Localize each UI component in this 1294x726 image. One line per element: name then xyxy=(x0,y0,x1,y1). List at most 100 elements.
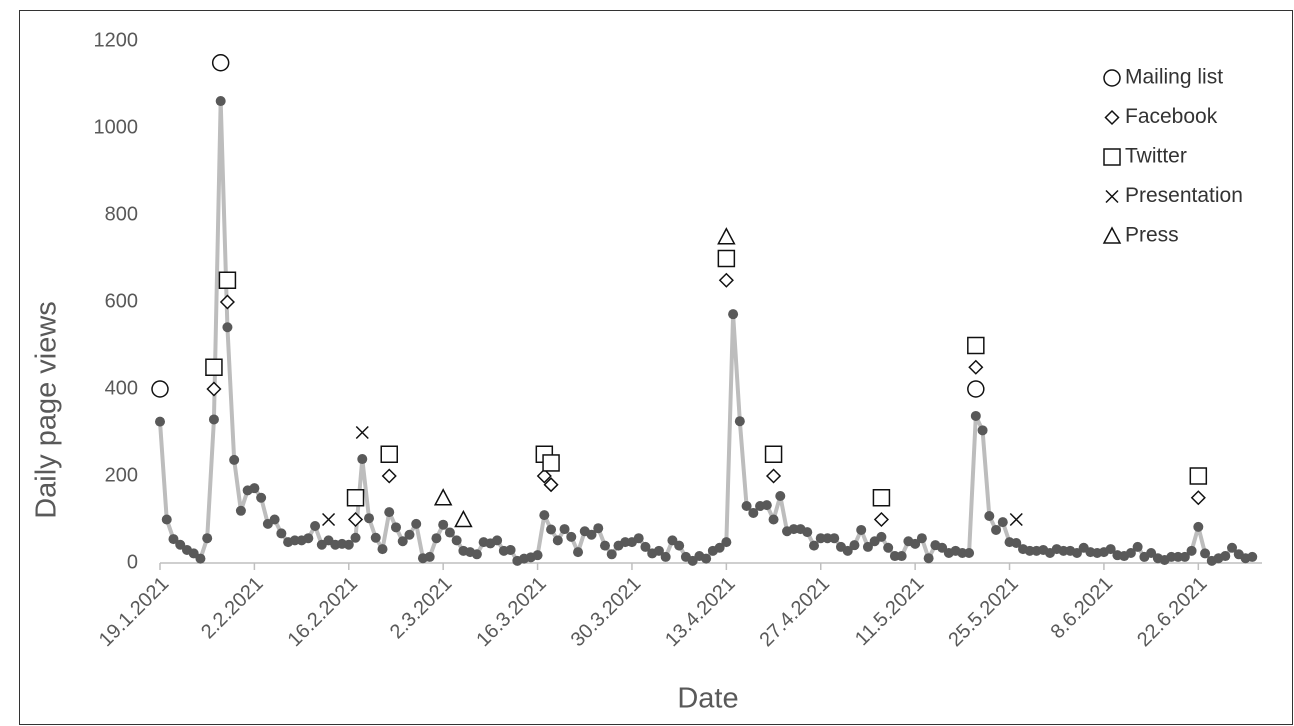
y-tick-label: 400 xyxy=(105,377,138,399)
legend-label: Presentation xyxy=(1125,184,1243,207)
legend-label: Mailing list xyxy=(1125,66,1223,89)
page-views-point xyxy=(384,507,395,518)
event-marker xyxy=(967,380,985,398)
event-marker xyxy=(211,54,230,72)
page-views-point xyxy=(1200,548,1211,559)
page-views-point xyxy=(175,539,186,550)
legend-marker xyxy=(1104,109,1120,126)
page-views-point xyxy=(573,547,584,558)
page-views-point xyxy=(977,425,988,436)
event-marker xyxy=(151,380,169,398)
page-views-point xyxy=(188,548,199,559)
page-views-point xyxy=(721,537,732,548)
event-marker xyxy=(967,336,985,355)
page-views-point xyxy=(411,518,422,529)
page-views-point xyxy=(1071,547,1082,558)
event-marker xyxy=(1190,490,1206,506)
y-tick-label: 200 xyxy=(105,464,138,486)
page-views-point xyxy=(809,540,820,551)
frame xyxy=(19,10,1293,725)
event-marker xyxy=(543,477,559,493)
y-tick-label: 1200 xyxy=(94,29,139,51)
page-views-point xyxy=(377,544,388,555)
y-tick-label: 0 xyxy=(127,551,138,573)
page-views-point xyxy=(701,553,712,564)
legend-marker xyxy=(1102,226,1122,244)
page-views-point xyxy=(593,523,604,534)
page-views-point xyxy=(748,507,759,518)
x-tick-label: 30.3.2021 xyxy=(567,573,645,651)
legend-label: Facebook xyxy=(1125,105,1218,128)
page-views-point xyxy=(552,535,563,546)
page-views-point xyxy=(633,533,644,544)
page-views-point xyxy=(269,514,280,525)
page-views-point xyxy=(256,492,267,503)
page-views-point xyxy=(876,531,887,542)
x-tick-label: 16.3.2021 xyxy=(472,573,550,651)
page-views-point xyxy=(640,541,651,552)
event-marker xyxy=(1189,467,1208,485)
x-tick-label: 19.1.2021 xyxy=(95,573,173,651)
page-views-point xyxy=(249,483,260,494)
page-views-point xyxy=(215,96,226,107)
x-tick-label: 2.2.2021 xyxy=(197,573,268,644)
event-marker xyxy=(765,468,782,484)
page-views-point xyxy=(161,514,172,525)
event-marker xyxy=(454,509,473,528)
event-marker xyxy=(542,454,560,472)
event-marker xyxy=(219,294,235,310)
page-views-point xyxy=(431,533,442,544)
y-tick-label: 1000 xyxy=(94,116,139,138)
page-views-point xyxy=(492,535,503,546)
page-views-point xyxy=(586,529,597,540)
page-views-point xyxy=(397,536,408,547)
page-views-point xyxy=(350,532,361,543)
event-marker xyxy=(218,271,237,289)
page-views-point xyxy=(276,528,287,539)
x-tick-label: 13.4.2021 xyxy=(661,573,739,651)
page-views-point xyxy=(667,535,678,546)
page-views-point xyxy=(768,514,779,525)
page-views-point xyxy=(546,524,557,535)
page-views-point xyxy=(539,510,550,521)
page-views-point xyxy=(444,527,455,538)
page-views-point xyxy=(1220,551,1231,562)
page-views-point xyxy=(728,309,739,320)
legend-marker xyxy=(1105,189,1119,204)
page-views-point xyxy=(310,521,321,532)
page-views-point xyxy=(991,524,1002,535)
event-marker xyxy=(536,468,552,484)
page-views-point xyxy=(1105,544,1116,555)
page-views-point xyxy=(1193,521,1204,532)
legend-label: Press xyxy=(1125,224,1179,247)
page-views-point xyxy=(802,527,813,538)
event-marker xyxy=(872,489,891,507)
page-views-point xyxy=(775,491,786,502)
page-views-point xyxy=(674,540,685,551)
page-views-point xyxy=(424,551,435,562)
y-tick-label: 600 xyxy=(105,290,138,312)
page-views-point xyxy=(916,533,927,544)
event-marker xyxy=(205,358,223,376)
page-views-point xyxy=(438,519,449,530)
event-marker xyxy=(381,468,397,484)
page-views-point xyxy=(856,524,867,535)
x-tick-label: 27.4.2021 xyxy=(756,573,834,651)
page-views-point xyxy=(1125,547,1136,558)
page-views-point xyxy=(970,410,981,421)
page-views-point xyxy=(599,540,610,551)
page-views-point xyxy=(862,541,873,552)
page-views-point xyxy=(451,535,462,546)
page-views-point xyxy=(910,538,921,549)
page-views-point xyxy=(357,454,368,465)
page-views-point xyxy=(741,501,752,512)
page-views-point xyxy=(761,500,772,511)
x-tick-label: 11.5.2021 xyxy=(851,573,928,650)
page-views-point xyxy=(229,454,240,465)
page-views-point xyxy=(168,534,179,545)
page-views-line xyxy=(158,99,1253,563)
y-axis-label: Daily page views xyxy=(31,301,63,519)
page-views-point xyxy=(559,524,570,535)
page-views-point xyxy=(1011,537,1022,548)
